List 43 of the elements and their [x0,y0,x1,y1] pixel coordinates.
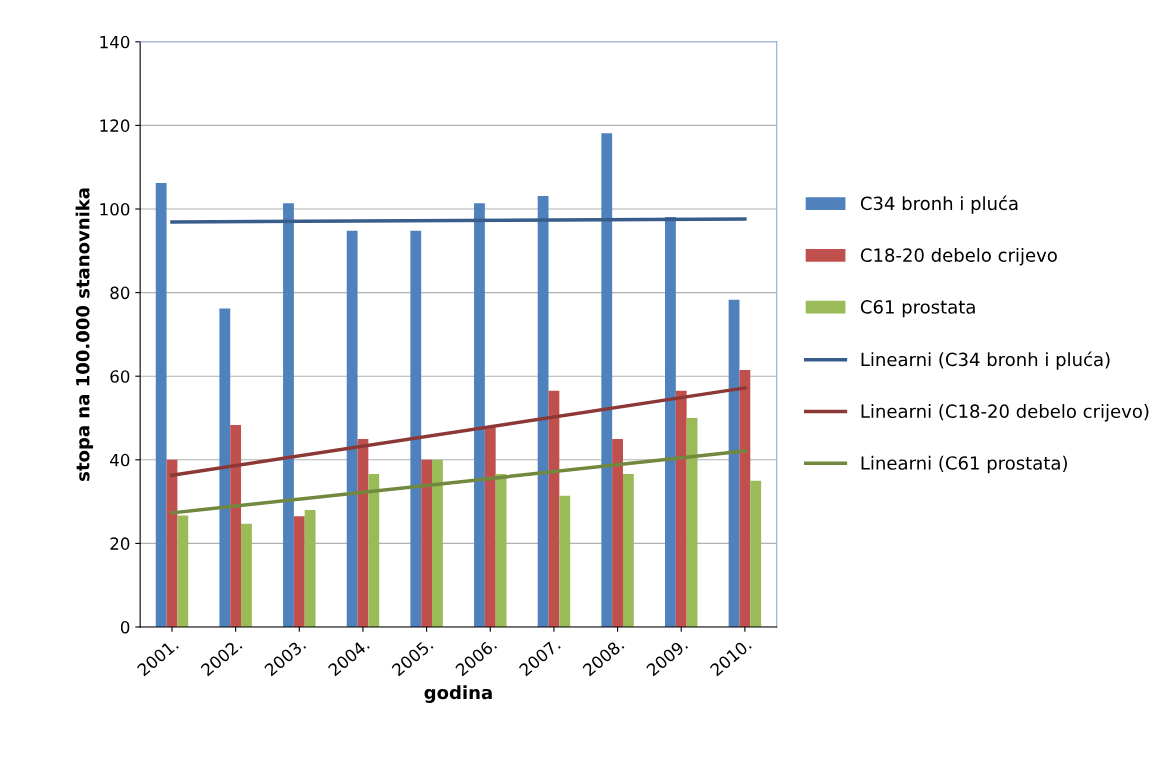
y-tick-label: 0 [120,620,130,634]
bar [601,133,613,627]
bar [368,474,380,627]
bar [283,203,294,627]
bar [495,474,507,627]
bar [484,426,496,627]
bar [559,495,571,627]
y-tick-label: 60 [110,370,130,383]
bar [410,230,422,627]
y-axis-title: stopa na 100.000 stanovnika [75,188,94,481]
legend-label: C34 bronh i pluća [860,195,1018,214]
bar [665,216,676,627]
bar [432,459,443,627]
bar [622,474,634,627]
bar [750,480,762,627]
legend-label: Linearni (C61 prostata) [861,455,1067,474]
bar [304,509,316,627]
legend-label: C18-20 debelo crijevo [860,247,1057,266]
y-tick-label: 120 [100,119,130,132]
bar [728,299,740,627]
legend-label: C61 prostata [860,300,975,318]
bar [537,196,549,627]
y-tick-label: 20 [110,537,130,550]
bar [155,183,167,627]
bar [474,203,485,627]
y-tick-label: 140 [100,35,130,49]
bar [421,459,433,627]
y-tick-label: 80 [110,286,130,300]
y-tick-label: 100 [100,202,130,216]
bar [739,369,751,627]
x-axis-title: godina [424,685,492,703]
y-tick-label: 40 [110,453,130,467]
legend-label: Linearni (C34 bronh i pluća) [861,351,1110,370]
bar [675,390,687,627]
legend-label: Linearni (C18-20 debelo crijevo) [861,404,1149,422]
bar [612,438,623,627]
bar [686,418,698,627]
bar [293,516,305,627]
bar [241,523,252,627]
bar [346,230,358,627]
bar [219,308,231,627]
bar [230,425,242,627]
bar [177,515,189,627]
